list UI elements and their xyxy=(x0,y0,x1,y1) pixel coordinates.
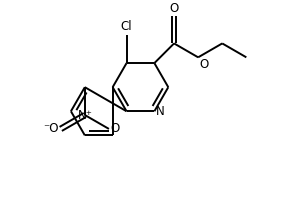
Text: O: O xyxy=(169,2,179,15)
Text: O: O xyxy=(199,58,208,71)
Text: Cl: Cl xyxy=(121,20,132,33)
Text: ⁻O: ⁻O xyxy=(43,122,59,135)
Text: N: N xyxy=(156,105,165,118)
Text: O: O xyxy=(111,122,120,135)
Text: N⁺: N⁺ xyxy=(77,109,92,122)
